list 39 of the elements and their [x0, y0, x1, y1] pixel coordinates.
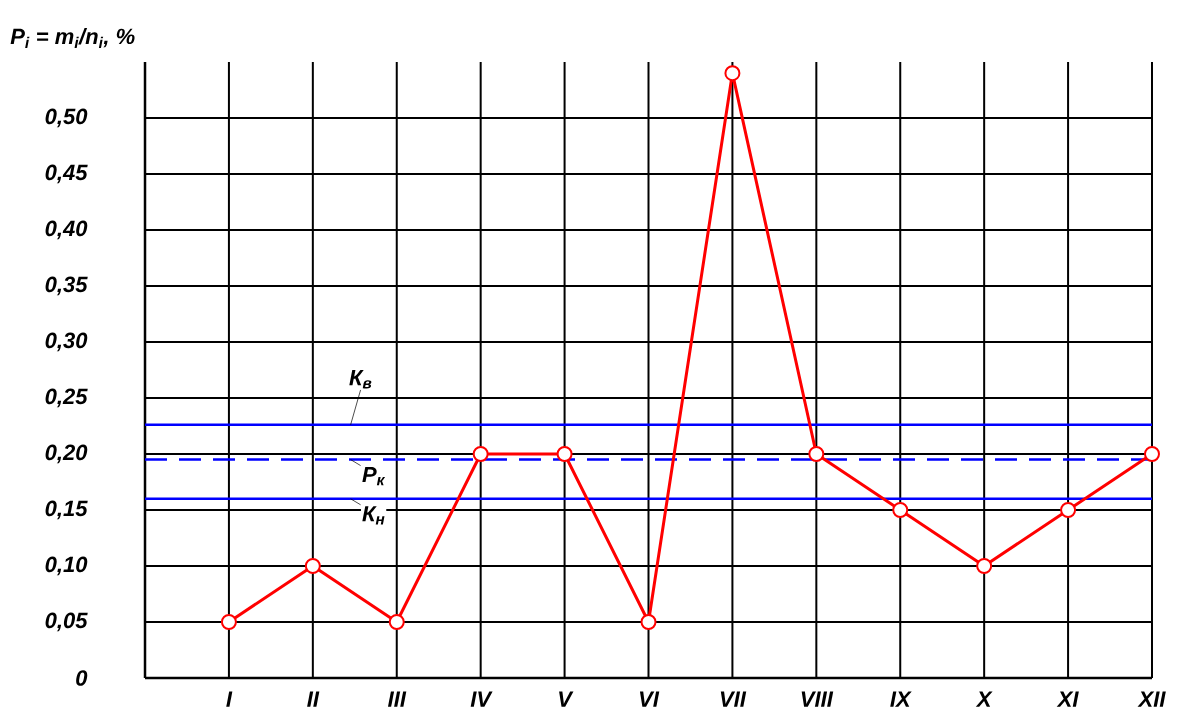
x-tick-label: XI [1056, 691, 1079, 707]
y-tick-label: 0 [76, 670, 88, 686]
x-tick-label: X [975, 691, 993, 707]
x-tick-label: VIII [801, 691, 834, 707]
ref-line-label: К$_{в}$ [349, 370, 372, 389]
y-tick-label: 0,05 [45, 612, 88, 632]
x-tick-label: VI [639, 691, 660, 707]
y-tick-label: 0,20 [45, 444, 88, 464]
x-tick-label: VII [720, 691, 747, 707]
point [640, 613, 657, 630]
x-tick-label: I [226, 691, 233, 707]
point [1143, 445, 1160, 462]
y-axis-title: P$_{i}$ = m$_{i}$/n$_{i}$, % [10, 28, 135, 48]
point [220, 613, 237, 630]
x-tick-label: II [307, 691, 320, 707]
point [976, 557, 993, 574]
x-tick-label: XII [1137, 691, 1166, 707]
y-tick-label: 0,10 [45, 556, 88, 576]
x-tick-label: V [559, 691, 574, 707]
point [892, 501, 909, 518]
ref-line-label: К$_{н}$ [362, 506, 385, 525]
x-tick-label: IV [470, 691, 493, 707]
y-tick-label: 0,35 [45, 276, 88, 296]
y-tick-label: 0,15 [45, 500, 88, 520]
y-tick-label: 0,25 [45, 388, 88, 408]
y-tick-label: 0,45 [45, 164, 88, 184]
point [1060, 501, 1077, 518]
x-tick-label: IX [890, 691, 912, 707]
point [472, 445, 489, 462]
y-tick-label: 0,50 [45, 108, 88, 128]
y-tick-label: 0,30 [45, 332, 88, 352]
point [808, 445, 825, 462]
point [724, 65, 741, 82]
point [388, 613, 405, 630]
point [556, 445, 573, 462]
point [304, 557, 321, 574]
y-tick-label: 0,40 [45, 220, 88, 240]
x-tick-label: III [387, 691, 407, 707]
ref-line-label: Р$_{к}$ [362, 466, 386, 486]
